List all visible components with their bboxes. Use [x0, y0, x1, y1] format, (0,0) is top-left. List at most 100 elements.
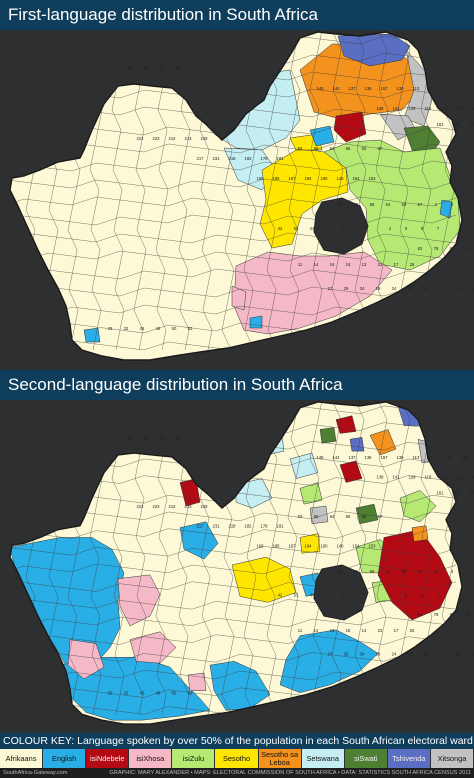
second-ward-label: 229	[201, 504, 209, 509]
first-ward-label: 182	[245, 156, 253, 161]
first-ward-label: 139	[397, 86, 405, 91]
second-ward-label: 18	[346, 628, 351, 633]
second-region-sesotho-sa-leboa	[369, 429, 397, 456]
second-ward-label: 63	[338, 569, 343, 574]
second-ward-label: 78	[434, 612, 439, 617]
second-ward-label: 182	[245, 524, 253, 529]
first-ward-label: 23	[378, 262, 383, 267]
first-ward-label: 146	[317, 86, 325, 91]
second-ward-label: 60	[362, 514, 367, 519]
first-ward-label: 58	[370, 202, 375, 207]
first-ward-label: 81	[342, 226, 347, 231]
first-ward-label: 11	[298, 262, 303, 267]
second-ward-label: 45	[140, 691, 145, 696]
first-ward-label: 26	[424, 286, 429, 291]
second-ward-label: 53	[294, 592, 299, 597]
second-region-english	[279, 629, 379, 693]
first-ward-label: 33	[108, 326, 113, 331]
first-ward-label: 12	[472, 286, 474, 291]
key-tshivenda: Tshivenda	[387, 749, 431, 768]
first-region-english	[309, 125, 335, 147]
first-ward-label: 190	[321, 176, 329, 181]
second-ward-label: 144	[333, 455, 341, 460]
first-ward-label: 76	[466, 246, 471, 251]
first-ward-label: 168	[257, 176, 265, 181]
first-ward-label: 122	[461, 86, 469, 91]
first-ward-label: 41	[160, 66, 165, 71]
second-ward-label: 34	[360, 651, 365, 656]
second-region-isindebele	[179, 478, 201, 507]
second-ward-label: 76	[466, 612, 471, 617]
first-ward-label: 185	[273, 176, 281, 181]
first-ward-label: 83	[450, 246, 455, 251]
second-ward-label: 213	[185, 504, 193, 509]
second-ward-label: 23	[378, 628, 383, 633]
second-ward-label: 67	[378, 514, 383, 519]
first-ward-label: 82	[418, 246, 423, 251]
second-region-tshivenda	[349, 437, 365, 452]
second-ward-label: 118	[425, 475, 432, 480]
second-ward-label: 212	[169, 504, 177, 509]
second-ward-label: 20	[128, 435, 133, 440]
first-ward-label: 2	[389, 226, 392, 231]
second-ward-label: 30	[408, 651, 413, 656]
second-ward-label: 9	[405, 592, 408, 597]
first-ward-label: 162	[453, 122, 461, 127]
first-ward-label: 20	[128, 66, 133, 71]
first-ward-label: 55	[354, 202, 359, 207]
second-ward-label: 54	[386, 569, 391, 574]
first-ward-label: 36	[176, 66, 181, 71]
first-ward-label: 231	[213, 156, 221, 161]
first-ward-label: 17	[394, 262, 399, 267]
second-ward-label: 190	[321, 543, 329, 548]
first-ward-label: 217	[197, 156, 205, 161]
first-ward-label: 16	[330, 262, 335, 267]
second-ward-label: 38	[144, 435, 149, 440]
second-ward-label: 111	[445, 455, 452, 460]
second-ward-label: 33	[108, 691, 113, 696]
second-ward-label: 153	[369, 543, 377, 548]
second-ward-label: 26	[424, 651, 429, 656]
first-ward-label: 14	[314, 262, 319, 267]
first-lesotho	[313, 197, 369, 255]
first-ward-label: 8	[421, 226, 424, 231]
second-ward-label: 13	[362, 628, 367, 633]
second-ward-label: 138	[377, 475, 385, 480]
first-ward-label: 53	[294, 226, 299, 231]
second-language-title: Second-language distribution in South Af…	[0, 370, 474, 400]
second-region-isizulu	[399, 490, 437, 523]
first-ward-label: 7	[437, 226, 440, 231]
first-ward-label: 77	[358, 226, 363, 231]
key-siswati: siSwati	[344, 749, 388, 768]
first-ward-label: 60	[362, 146, 367, 151]
first-ward-label: 15	[456, 286, 461, 291]
second-ward-label: 8	[421, 592, 424, 597]
first-ward-label: 167	[289, 176, 297, 181]
first-ward-label: 9	[405, 226, 408, 231]
first-ward-label: 34	[360, 286, 365, 291]
first-ward-label: 1	[435, 202, 438, 207]
first-region-isindebele	[333, 111, 367, 143]
second-ward-label: 86	[346, 514, 351, 519]
first-ward-label: 54	[386, 202, 391, 207]
first-ward-label: 78	[434, 246, 439, 251]
first-ward-label: 27	[328, 286, 333, 291]
first-ward-label: 161	[437, 122, 445, 127]
second-ward-label: 11	[298, 628, 303, 633]
first-ward-label: 103	[469, 122, 474, 127]
second-ward-label: 93	[298, 514, 303, 519]
first-ward-label: 118	[425, 106, 432, 111]
first-ward-label: 132	[457, 106, 465, 111]
second-region-setswana	[289, 452, 319, 479]
first-region-english	[439, 199, 453, 219]
second-ward-label: 59	[402, 569, 407, 574]
second-ward-label: 47	[326, 592, 331, 597]
first-ward-label: 218	[229, 156, 237, 161]
second-ward-label: 136	[365, 455, 373, 460]
first-ward-label: 93	[298, 146, 303, 151]
second-ward-label: 185	[273, 543, 281, 548]
credits-bar: SouthAfrica-Gateway.com GRAPHIC: MARY AL…	[0, 768, 474, 778]
second-ward-label: 122	[461, 455, 469, 460]
first-ward-label: 212	[169, 136, 177, 141]
first-ward-label: 28	[376, 286, 381, 291]
